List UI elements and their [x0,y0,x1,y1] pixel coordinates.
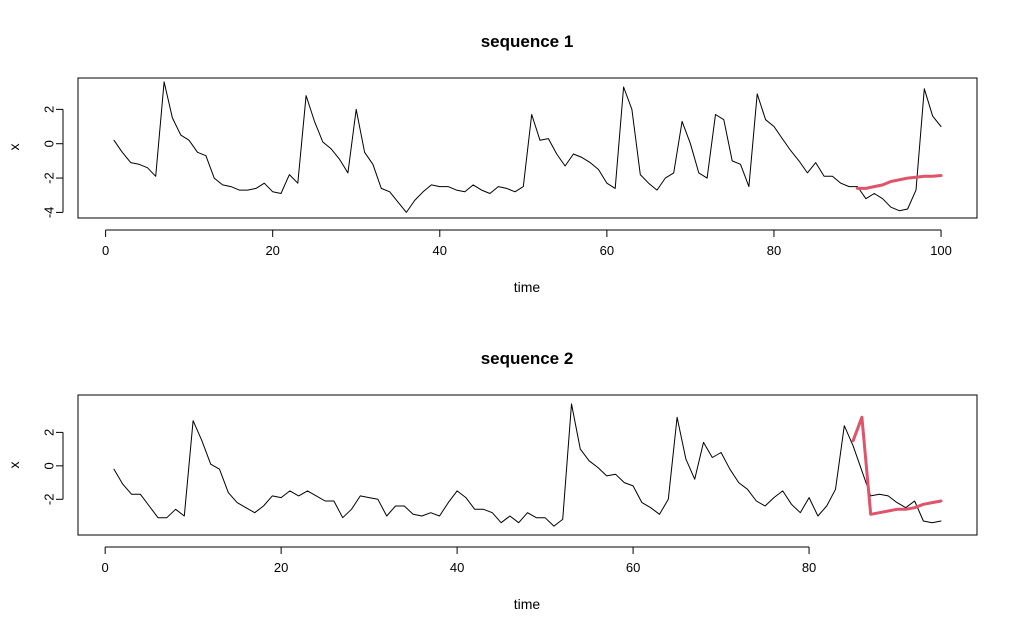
x-tick-label: 0 [102,560,109,575]
y-tick-label: -2 [42,494,57,506]
series-line [113,403,942,527]
x-tick-label: 40 [450,560,464,575]
plot-frame [77,394,978,536]
y-tick-label: 0 [42,462,57,469]
y-tick-label: -4 [42,207,57,219]
x-tick-label: 60 [600,243,614,258]
y-tick-label: 2 [42,106,57,113]
x-tick-label: 60 [626,560,640,575]
x-tick-label: 40 [433,243,447,258]
sequence-1-panel: sequence 1 time x 0 20 40 60 80 100 -4 -2 0 2 [6,32,978,295]
x-tick-label: 20 [274,560,288,575]
y-axis-label: x [6,462,22,469]
x-tick-label: 100 [930,243,952,258]
y-tick-label: -2 [42,172,57,184]
x-tick-label: 0 [102,243,109,258]
series-line [113,81,942,213]
y-tick-label: 0 [42,140,57,147]
x-tick-label: 80 [767,243,781,258]
forecast-line [851,415,943,516]
plot-frame [77,77,978,219]
sequence-2-panel: sequence 2 time x 0 20 40 60 80 -2 0 2 [6,349,978,612]
y-axis-label: x [6,144,22,151]
x-tick-label: 20 [265,243,279,258]
x-axis-label: time [514,596,541,612]
forecast-line [856,174,943,190]
chart-title: sequence 2 [481,349,574,368]
x-tick-label: 80 [802,560,816,575]
x-axis-label: time [514,279,541,295]
chart-title: sequence 1 [481,32,574,51]
y-tick-label: 2 [42,429,57,436]
